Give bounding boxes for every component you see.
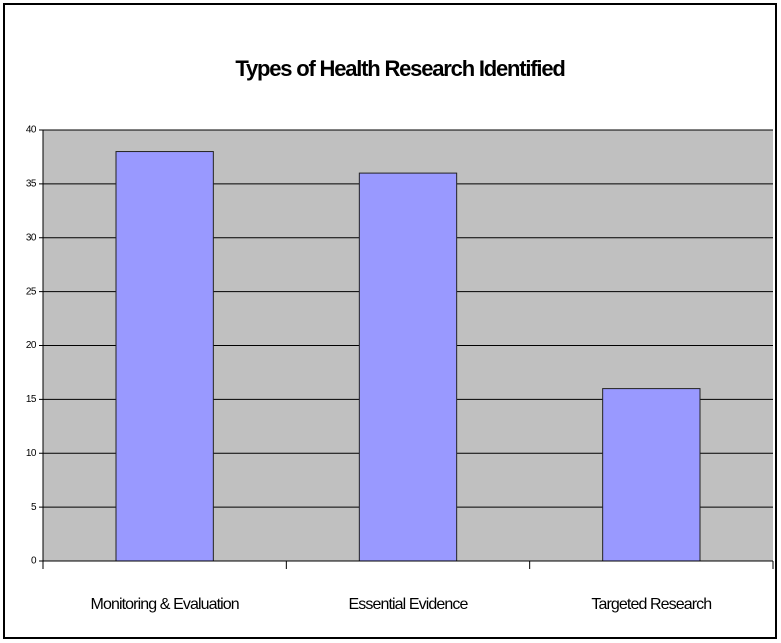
x-tick-label: Essential Evidence: [349, 596, 469, 613]
y-tick-label: 0: [31, 556, 37, 567]
bar: [358, 172, 458, 562]
y-tick-label: 15: [26, 394, 37, 405]
y-tick-label: 25: [26, 286, 37, 297]
y-tick-label: 10: [26, 448, 37, 459]
y-tick-label: 40: [26, 125, 37, 136]
y-tick-label: 35: [26, 179, 37, 190]
y-tick-label: 5: [31, 502, 37, 513]
bar: [602, 388, 701, 562]
y-tick-label: 30: [26, 232, 37, 243]
x-tick-label: Targeted Research: [591, 596, 711, 613]
x-tick-label: Monitoring & Evaluation: [91, 596, 239, 613]
bar: [115, 151, 214, 562]
chart-title: Types of Health Research Identified: [235, 56, 564, 81]
y-tick-label: 20: [26, 340, 37, 351]
